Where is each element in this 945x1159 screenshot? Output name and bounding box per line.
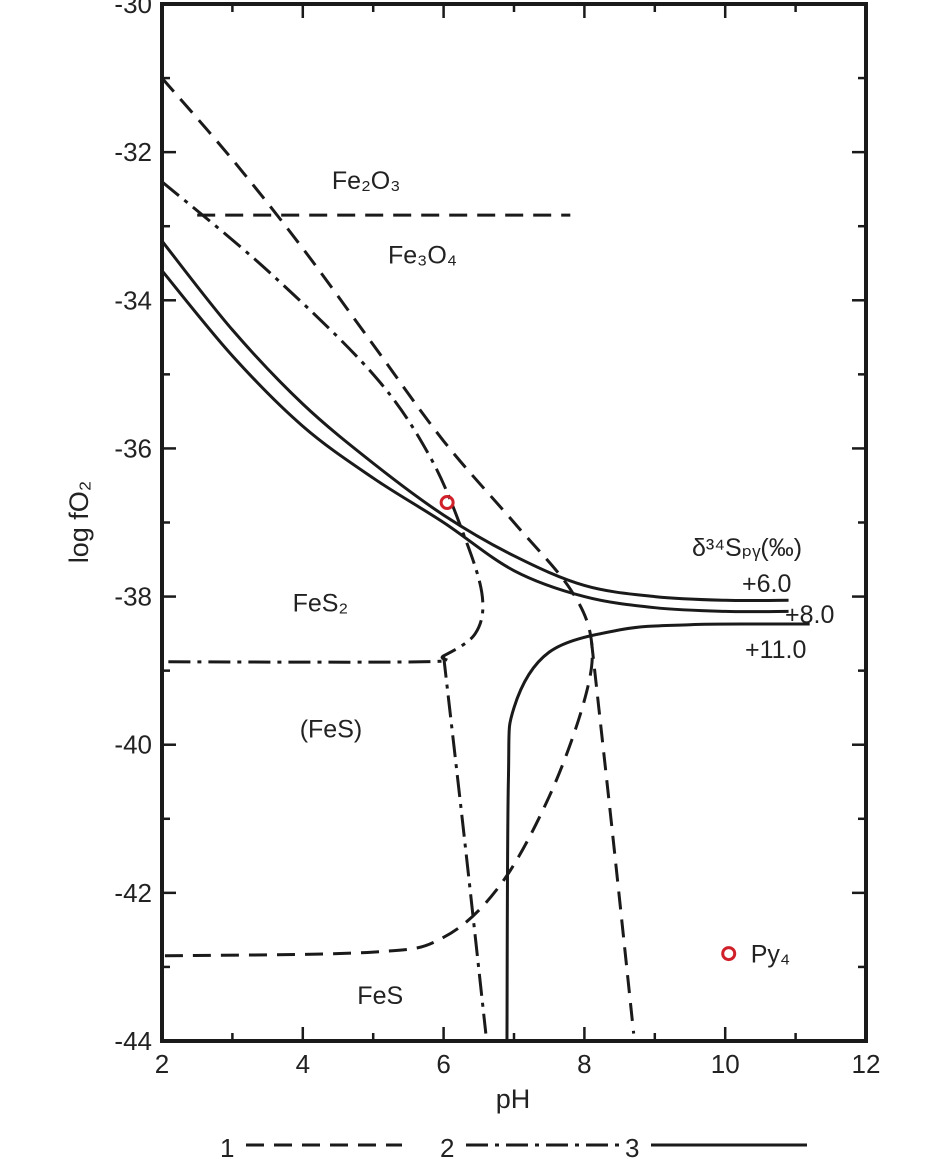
x-tick-label: 10 bbox=[711, 1049, 740, 1079]
y-tick-label: -36 bbox=[114, 433, 152, 463]
x-tick-label: 2 bbox=[155, 1049, 169, 1079]
series-line-solid-7 bbox=[505, 622, 810, 1041]
legend: 1 2 3 bbox=[220, 1133, 807, 1159]
isotope-value-11: +11.0 bbox=[745, 636, 806, 664]
x-axis-title: pH bbox=[496, 1084, 531, 1114]
series-line-dash-dot-3 bbox=[162, 180, 485, 664]
series-line-solid-6 bbox=[162, 269, 789, 614]
y-tick-label: -32 bbox=[114, 137, 152, 167]
region-label: (FeS) bbox=[300, 715, 363, 743]
isotope-value-6: +6.0 bbox=[742, 570, 791, 598]
series-line-dashed-2 bbox=[589, 640, 636, 1034]
y-tick-label: -30 bbox=[114, 0, 152, 19]
y-tick-label: -34 bbox=[114, 285, 152, 315]
region-label: Fe₃O₄ bbox=[388, 241, 457, 269]
tick-labels: 2 4 6 8 10 12 -30 -32 -34 -36 -38 -40 -42 -44 bbox=[114, 0, 880, 1079]
isotope-header: δ³⁴Sₚᵧ(‰) bbox=[692, 534, 802, 562]
region-labels: Fe₂O₃ Fe₃O₄ FeS₂ (FeS) FeS bbox=[293, 167, 457, 1010]
sample-point-label: Py₄ bbox=[751, 941, 790, 969]
x-tick-label: 6 bbox=[436, 1049, 450, 1079]
sample-point bbox=[721, 946, 737, 962]
sample-markers: Py₄ bbox=[439, 495, 790, 969]
legend-label: 3 bbox=[625, 1133, 639, 1159]
y-tick-label: -42 bbox=[114, 878, 152, 908]
region-label: FeS₂ bbox=[293, 589, 349, 617]
region-label: Fe₂O₃ bbox=[332, 167, 401, 195]
region-label: FeS bbox=[357, 982, 403, 1010]
legend-label: 1 bbox=[220, 1133, 234, 1159]
series-line-dashed-0 bbox=[162, 77, 594, 958]
legend-label: 2 bbox=[440, 1133, 454, 1159]
x-tick-label: 4 bbox=[296, 1049, 310, 1079]
isotope-value-8: +8.0 bbox=[785, 601, 834, 629]
y-axis-title: log fO₂ bbox=[64, 481, 94, 564]
sample-point bbox=[439, 495, 455, 511]
y-tick-label: -38 bbox=[114, 582, 152, 612]
series-line-dash-dot-4 bbox=[442, 655, 488, 1034]
axis-ticks bbox=[160, 2, 868, 1043]
x-tick-label: 12 bbox=[852, 1049, 881, 1079]
curves bbox=[162, 77, 810, 1041]
x-tick-label: 8 bbox=[577, 1049, 591, 1079]
y-tick-label: -40 bbox=[114, 730, 152, 760]
series-line-solid-5 bbox=[162, 240, 789, 603]
y-tick-label: -44 bbox=[114, 1026, 152, 1056]
